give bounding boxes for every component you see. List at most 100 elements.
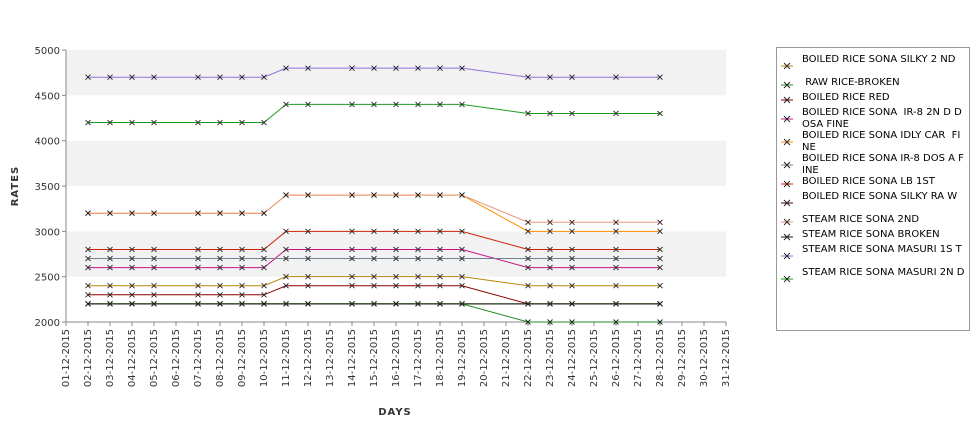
data-point-marker [349, 101, 355, 108]
data-point-marker [547, 319, 553, 325]
data-point-marker [525, 110, 531, 117]
plot-bands [66, 50, 726, 322]
data-point-marker [239, 74, 245, 81]
data-point-marker [547, 301, 553, 307]
data-point-marker [569, 255, 575, 262]
data-point-marker [239, 264, 245, 271]
x-tick-label: 30-12-2015 [699, 329, 710, 387]
data-point-marker [371, 273, 377, 280]
data-point-marker [195, 246, 201, 253]
legend-item: STEAM RICE SONA 2ND [777, 214, 969, 230]
data-point-marker [151, 282, 157, 289]
data-point-marker [569, 246, 575, 253]
legend-item: BOILED RICE SONA IR-8 2N D DOSA FINE [777, 107, 969, 131]
data-point-marker [85, 264, 91, 271]
data-point-marker [239, 282, 245, 289]
data-point-marker [569, 219, 575, 226]
data-point-marker [613, 282, 619, 289]
x-tick-label: 14-12-2015 [347, 329, 358, 387]
x-tick-label: 31-12-2015 [721, 329, 732, 387]
legend-marker-icon [781, 161, 793, 169]
x-tick-label: 28-12-2015 [655, 329, 666, 387]
data-point-marker [129, 282, 135, 289]
x-tick-label: 07-12-2015 [193, 329, 204, 387]
legend-marker-icon [781, 81, 793, 89]
x-tick-label: 24-12-2015 [567, 329, 578, 387]
data-point-marker [415, 301, 421, 307]
data-point-marker [437, 228, 443, 235]
data-point-marker [525, 219, 531, 226]
data-point-marker [657, 110, 663, 117]
legend-marker-icon [781, 115, 793, 123]
data-point-marker [613, 74, 619, 81]
data-point-marker [195, 291, 201, 298]
data-point-marker [261, 119, 267, 126]
y-axis-title: RATES [10, 166, 21, 207]
legend-item: BOILED RICE SONA SILKY RA W [777, 191, 969, 215]
grid-band [66, 276, 726, 322]
series-lines [85, 65, 663, 325]
data-point-marker [437, 282, 443, 289]
series-line [85, 65, 663, 81]
data-point-marker [283, 101, 289, 108]
x-tick-label: 04-12-2015 [127, 329, 138, 387]
series-line [85, 228, 663, 253]
legend-item: BOILED RICE SONA IDLY CAR FINE [777, 130, 969, 154]
data-point-marker [349, 246, 355, 253]
data-point-marker [657, 255, 663, 262]
data-point-marker [547, 228, 553, 235]
x-tick-label: 26-12-2015 [611, 329, 622, 387]
data-point-marker [239, 301, 245, 307]
data-point-marker [305, 65, 311, 71]
data-point-marker [459, 246, 465, 253]
data-point-marker [525, 246, 531, 253]
data-point-marker [415, 228, 421, 235]
legend-label: STEAM RICE SONA MASURI 1S T [802, 244, 962, 255]
data-point-marker [349, 65, 355, 71]
data-point-marker [195, 264, 201, 271]
legend: BOILED RICE SONA SILKY 2 ND RAW RICE-BRO… [776, 47, 970, 331]
legend-item: STEAM RICE SONA MASURI 1S T [777, 244, 969, 268]
legend-label: STEAM RICE SONA MASURI 2N D [802, 267, 965, 278]
data-point-marker [393, 65, 399, 71]
series-line [85, 101, 663, 126]
grid-band [66, 140, 726, 186]
data-point-marker [283, 282, 289, 289]
data-point-marker [261, 210, 267, 217]
data-point-marker [239, 119, 245, 126]
data-point-marker [85, 74, 91, 81]
data-point-marker [151, 119, 157, 126]
data-point-marker [217, 74, 223, 81]
x-tick-label: 10-12-2015 [259, 329, 270, 387]
data-point-marker [657, 246, 663, 253]
data-point-marker [547, 255, 553, 262]
data-point-marker [613, 264, 619, 271]
data-point-marker [459, 101, 465, 108]
data-point-marker [569, 110, 575, 117]
data-point-marker [85, 301, 91, 307]
x-tick-label: 17-12-2015 [413, 329, 424, 387]
data-point-marker [217, 264, 223, 271]
data-point-marker [283, 65, 289, 71]
data-point-marker [371, 65, 377, 71]
x-tick-label: 02-12-2015 [83, 329, 94, 387]
data-point-marker [415, 282, 421, 289]
data-point-marker [569, 264, 575, 271]
x-tick-label: 11-12-2015 [281, 329, 292, 387]
data-point-marker [107, 291, 113, 298]
data-point-marker [415, 65, 421, 71]
data-point-marker [459, 255, 465, 262]
legend-label: BOILED RICE SONA IDLY CAR FINE [802, 130, 961, 153]
data-point-marker [459, 282, 465, 289]
x-tick-label: 05-12-2015 [149, 329, 160, 387]
data-point-marker [107, 210, 113, 217]
data-point-marker [129, 291, 135, 298]
data-point-marker [305, 273, 311, 280]
legend-marker-icon [781, 138, 793, 146]
data-point-marker [217, 255, 223, 262]
data-point-marker [283, 301, 289, 307]
data-point-marker [437, 301, 443, 307]
data-point-marker [195, 119, 201, 126]
data-point-marker [371, 255, 377, 262]
